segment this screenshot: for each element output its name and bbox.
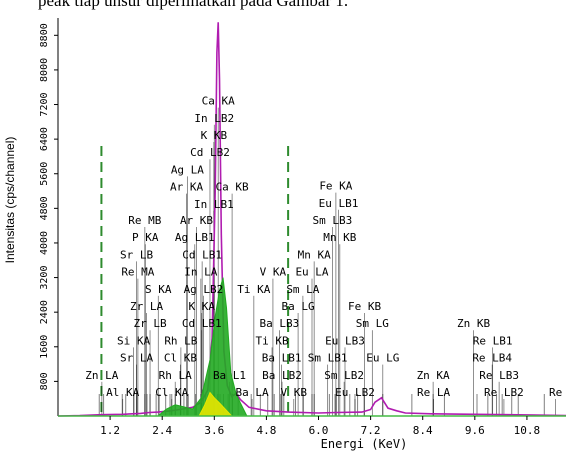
peak-label: Sr LB [120, 248, 153, 261]
peak-label: Re LB2 [484, 386, 524, 399]
peak-label: Rh LB [164, 334, 197, 347]
peak-label: Ag LA [171, 163, 204, 176]
peak-label: Mn KB [323, 231, 356, 244]
peak-label: Re LA [417, 386, 450, 399]
peak-label: Eu LB1 [319, 197, 359, 210]
peak-label: Eu LG [366, 352, 399, 365]
peak-label: V KB [281, 386, 308, 399]
x-tick-label: 10.8 [514, 424, 541, 437]
x-tick-label: 2.4 [152, 424, 172, 437]
peak-label: Cl KB [164, 352, 197, 365]
x-tick-label: 4.8 [256, 424, 276, 437]
y-tick-label: 6400 [39, 127, 50, 151]
peak-label: Ba LA [236, 386, 269, 399]
peak-label: Al KA [106, 386, 139, 399]
series-group [57, 22, 567, 417]
x-tick-label: 9.6 [465, 424, 485, 437]
spectrum-series [198, 391, 233, 417]
peak-label: Zr LA [130, 300, 163, 313]
peak-label: Ba LB1 [262, 352, 302, 365]
peak-label: K KB [201, 129, 228, 142]
peak-label: Sr LA [120, 352, 153, 365]
spectrum-series [156, 277, 248, 417]
peak-label: In LA [184, 266, 217, 279]
peak-label: Re [549, 386, 562, 399]
y-tick-label: 4000 [39, 231, 50, 255]
peak-label: Zn LA [85, 369, 118, 382]
peak-label: Eu LA [295, 266, 328, 279]
peak-label: Zn KA [417, 369, 450, 382]
peak-label: Ti KB [255, 334, 288, 347]
peak-label: Sm LB1 [308, 352, 348, 365]
peak-label: Cd LB1 [182, 317, 222, 330]
peak-label: Re MB [128, 214, 161, 227]
peak-label: Ca KB [216, 181, 249, 194]
y-tick-label: 8800 [39, 23, 50, 47]
y-tick-label: 8000 [39, 58, 50, 82]
peak-label: In LB1 [194, 198, 234, 211]
y-tick-label: 5600 [39, 162, 50, 186]
peak-label: Ca KA [202, 95, 235, 108]
y-tick-label: 1600 [39, 335, 50, 359]
y-tick-label: 2400 [39, 300, 50, 324]
peak-label: Sm LG [356, 317, 389, 330]
peak-label: Ba LB3 [260, 317, 300, 330]
peak-label: V KA [260, 266, 287, 279]
y-tick-label: 7200 [39, 92, 50, 116]
peak-label: Sm LB2 [324, 369, 364, 382]
y-axis-title: Intensitas (cps/channel) [3, 137, 17, 264]
peak-label: Re LB3 [479, 369, 519, 382]
peak-label: Ba LG [282, 300, 315, 313]
peak-label-group: Ca KA In LB2 K KB Cd LB2 Ag LA Ar KA Ca KB In L… [85, 95, 562, 399]
peak-label: Sm LB3 [313, 214, 353, 227]
peak-label: Mn KA [298, 248, 331, 261]
y-tick-label: 4800 [39, 196, 50, 220]
x-tick-label: 3.6 [204, 424, 224, 437]
axis-group: 800 1600 2400 3200 4000 4800 5600 6400 7200 8000 8… [3, 18, 566, 451]
y-tick-label: 800 [39, 372, 50, 390]
peak-label: Eu LB2 [335, 386, 375, 399]
peak-label: Re MA [121, 266, 154, 279]
y-tick-label: 3200 [39, 266, 50, 290]
peak-label: Ag LB1 [175, 231, 215, 244]
x-tick-label: 6.0 [309, 424, 329, 437]
peak-label: K KA [188, 300, 215, 313]
peak-label: P KA [132, 231, 159, 244]
x-tick-label: 8.4 [413, 424, 433, 437]
x-tick-label: 7.2 [361, 424, 381, 437]
peak-label: Ag LB2 [184, 283, 224, 296]
peak-label: Zn KB [457, 317, 490, 330]
x-axis-title: Energi (KeV) [321, 437, 408, 451]
peak-label: Eu LB3 [325, 334, 365, 347]
peak-label: Zr LB [133, 317, 166, 330]
peak-label: Ba L1 [213, 369, 246, 382]
peak-label: Si KA [117, 334, 150, 347]
peak-label: Sm LA [286, 283, 319, 296]
peak-label: Cl KA [155, 386, 188, 399]
peak-label: Ar KB [180, 214, 213, 227]
peak-label: Re LB1 [473, 334, 513, 347]
peak-label: Ti KA [237, 283, 270, 296]
peak-label: Ar KA [170, 181, 203, 194]
x-tick-label: 1.2 [100, 424, 120, 437]
peak-label: Ba LB2 [262, 369, 302, 382]
peak-label: Fe KB [348, 300, 381, 313]
peak-label: S KA [145, 283, 172, 296]
peak-label: Rh LA [159, 369, 192, 382]
peak-label: Cd LB2 [190, 146, 230, 159]
peak-label: Fe KA [319, 180, 352, 193]
caption-text: peak tiap unsur diperlihatkan pada Gamba… [38, 0, 349, 10]
peak-label: Re LB4 [472, 352, 512, 365]
peak-label: In LB2 [194, 112, 234, 125]
peak-label: Cd LB1 [182, 248, 222, 261]
